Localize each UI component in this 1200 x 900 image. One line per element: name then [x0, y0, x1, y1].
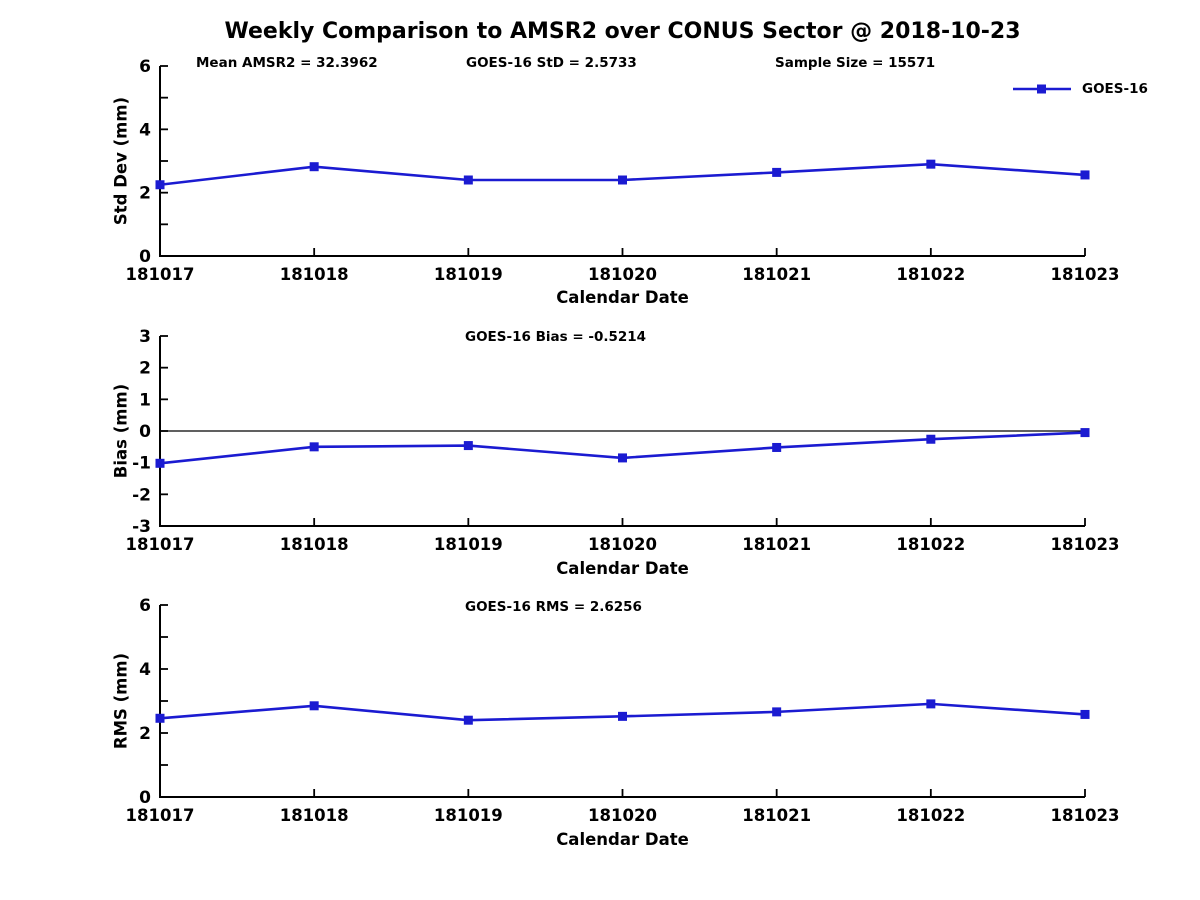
- data-point-marker: [155, 458, 165, 468]
- annotation-goes16-rms: GOES-16 RMS = 2.6256: [465, 599, 642, 615]
- y-tick-label: 4: [139, 660, 151, 680]
- x-tick-label: 181019: [434, 806, 503, 825]
- data-point-marker: [463, 175, 473, 185]
- x-tick-label: 181022: [896, 806, 965, 825]
- data-point-marker: [309, 442, 319, 452]
- data-point-marker: [772, 442, 782, 452]
- y-tick-label: 0: [139, 788, 151, 808]
- y-tick-label: 2: [139, 724, 151, 744]
- x-tick-label: 181020: [588, 265, 657, 284]
- x-tick-label: 181019: [434, 535, 503, 554]
- y-tick-label: -1: [132, 454, 151, 474]
- x-tick-label: 181022: [896, 265, 965, 284]
- y-tick-label: 6: [139, 57, 151, 77]
- x-tick-label: 181020: [588, 535, 657, 554]
- ylabel-rms: RMS (mm): [111, 652, 131, 750]
- data-point-marker: [618, 453, 627, 463]
- y-tick-label: 4: [139, 120, 151, 140]
- y-tick-label: 2: [139, 359, 151, 379]
- x-tick-label: 181017: [126, 535, 195, 554]
- x-tick-label: 181017: [126, 265, 195, 284]
- y-tick-label: 1: [139, 390, 151, 410]
- x-tick-label: 181021: [742, 806, 811, 825]
- data-point-marker: [1080, 170, 1090, 180]
- page-title: Weekly Comparison to AMSR2 over CONUS Se…: [224, 19, 1021, 44]
- y-tick-label: 3: [139, 327, 151, 347]
- data-point-marker: [926, 699, 936, 709]
- xlabel-calendar-date-1: Calendar Date: [556, 288, 689, 307]
- x-tick-label: 181018: [280, 535, 349, 554]
- stat-mean-amsr2: Mean AMSR2 = 32.3962: [196, 55, 378, 71]
- ylabel-std-dev: Std Dev (mm): [111, 96, 131, 226]
- x-tick-label: 181021: [742, 535, 811, 554]
- data-point-marker: [463, 715, 473, 725]
- data-point-marker: [155, 713, 165, 723]
- y-tick-label: 6: [139, 596, 151, 616]
- data-point-marker: [309, 701, 319, 711]
- x-tick-label: 181021: [742, 265, 811, 284]
- data-point-marker: [772, 167, 782, 177]
- y-tick-label: 2: [139, 184, 151, 204]
- legend-line-icon: [1013, 84, 1071, 94]
- x-tick-label: 181020: [588, 806, 657, 825]
- x-tick-label: 181023: [1051, 535, 1120, 554]
- x-tick-label: 181019: [434, 265, 503, 284]
- legend: GOES-16: [1012, 81, 1148, 97]
- y-tick-label: -2: [132, 485, 151, 505]
- xlabel-calendar-date-2: Calendar Date: [556, 559, 689, 578]
- annotation-goes16-bias: GOES-16 Bias = -0.5214: [465, 329, 647, 345]
- stat-sample-size: Sample Size = 15571: [775, 55, 936, 71]
- data-point-marker: [772, 707, 782, 717]
- data-point-marker: [463, 441, 473, 451]
- data-point-marker: [309, 162, 319, 172]
- x-tick-label: 181018: [280, 806, 349, 825]
- data-point-marker: [618, 711, 627, 721]
- y-tick-label: 0: [139, 247, 151, 267]
- legend-label: GOES-16: [1082, 81, 1148, 97]
- x-tick-label: 181017: [126, 806, 195, 825]
- data-point-marker: [155, 180, 165, 190]
- data-point-marker: [1080, 428, 1090, 438]
- ylabel-bias: Bias (mm): [111, 383, 131, 479]
- xlabel-calendar-date-3: Calendar Date: [556, 830, 689, 849]
- data-point-marker: [926, 159, 936, 169]
- x-tick-label: 181023: [1051, 806, 1120, 825]
- x-tick-label: 181018: [280, 265, 349, 284]
- stat-goes16-std: GOES-16 StD = 2.5733: [466, 55, 637, 71]
- y-tick-label: -3: [132, 517, 151, 537]
- data-point-marker: [1080, 709, 1090, 719]
- y-tick-label: 0: [139, 422, 151, 442]
- x-tick-label: 181023: [1051, 265, 1120, 284]
- data-point-marker: [926, 434, 936, 444]
- x-tick-label: 181022: [896, 535, 965, 554]
- data-point-marker: [618, 175, 627, 185]
